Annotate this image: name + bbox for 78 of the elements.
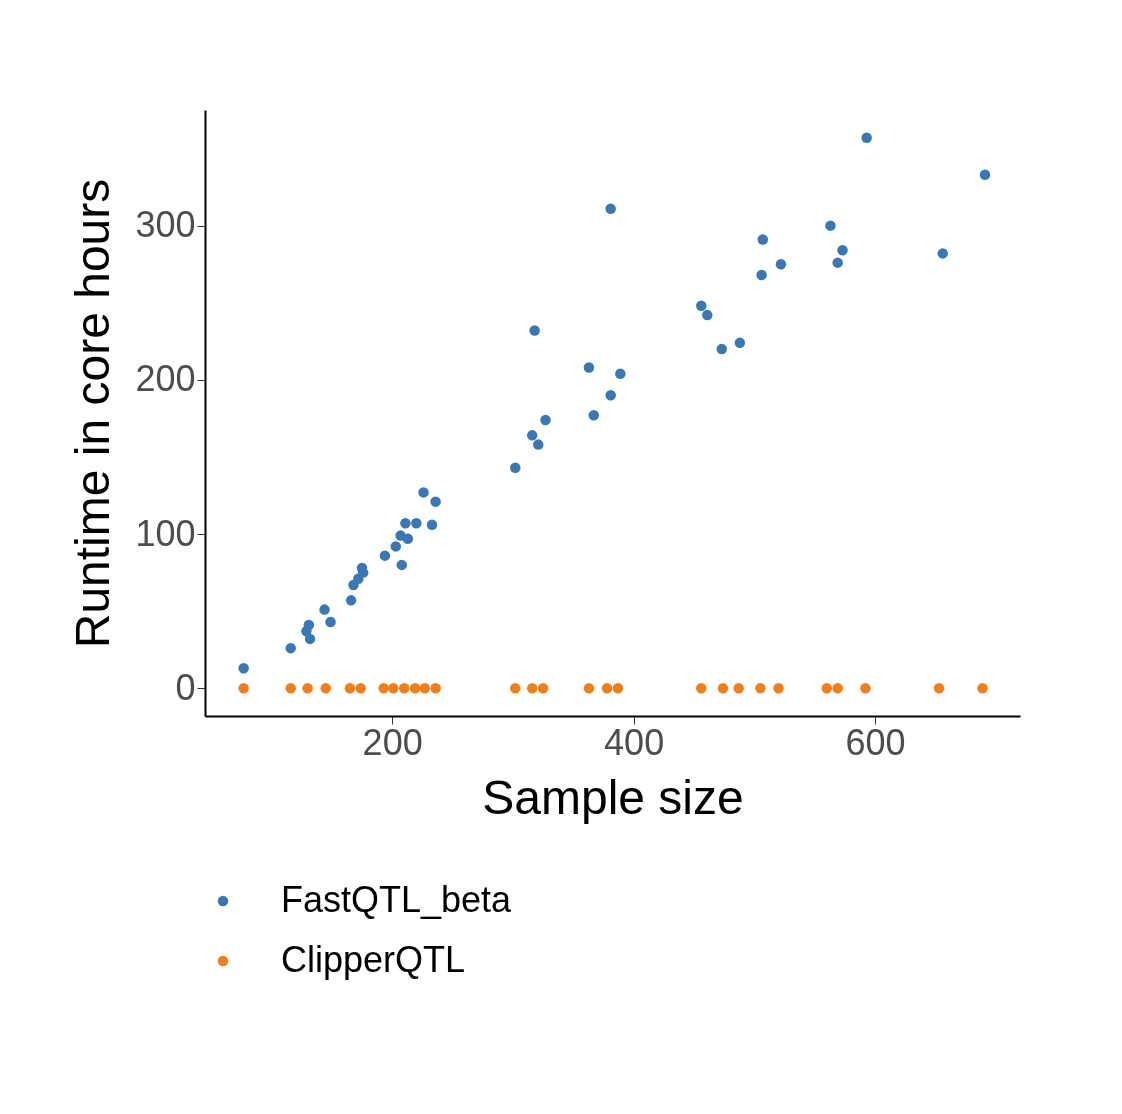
point [526, 683, 538, 694]
point [734, 337, 746, 349]
point [821, 683, 833, 694]
point [355, 683, 366, 694]
legend-label: FastQTL_beta [281, 879, 513, 920]
point [716, 343, 728, 355]
point [303, 619, 315, 631]
point [583, 362, 595, 373]
y-axis-title: Runtime in core hours [66, 178, 120, 649]
point [510, 683, 521, 694]
point [418, 487, 429, 498]
point [601, 683, 613, 694]
point [605, 390, 616, 401]
point [588, 410, 600, 421]
point [937, 248, 948, 259]
point [344, 683, 356, 694]
point [390, 541, 402, 552]
point [378, 683, 389, 694]
point [430, 496, 441, 507]
point [775, 258, 787, 270]
point [537, 683, 549, 694]
point [510, 462, 521, 473]
point [773, 683, 784, 694]
y-tick-label: 0 [175, 666, 196, 708]
point [238, 662, 249, 674]
point [860, 683, 871, 694]
x-axis-title: Sample size [482, 770, 744, 824]
point [388, 683, 399, 694]
y-tick-label: 200 [135, 358, 196, 400]
x-tick-label: 200 [362, 721, 423, 763]
y-tick-label: 300 [135, 204, 196, 246]
point [756, 269, 767, 281]
point [409, 683, 421, 694]
y-tick-label: 100 [135, 512, 196, 554]
x-tick-label: 600 [845, 721, 906, 763]
point [400, 518, 411, 529]
point [529, 325, 540, 336]
point [540, 414, 551, 426]
point [696, 683, 707, 694]
point [837, 245, 848, 256]
point [861, 132, 872, 143]
point [302, 683, 313, 694]
point [696, 300, 707, 312]
point [933, 683, 945, 694]
point [717, 683, 729, 694]
point [402, 533, 414, 544]
point [757, 234, 769, 245]
point [285, 642, 296, 654]
point [583, 683, 595, 694]
point [411, 518, 422, 529]
point [526, 430, 538, 441]
point [615, 368, 626, 379]
point [979, 169, 991, 180]
point [419, 683, 430, 694]
point [396, 559, 408, 571]
point [733, 683, 744, 694]
point [605, 203, 616, 214]
point [379, 550, 391, 561]
point [320, 683, 331, 694]
point [612, 683, 624, 694]
point [832, 257, 843, 268]
x-tick-label: 400 [604, 721, 665, 763]
point [426, 519, 438, 531]
point [977, 683, 988, 694]
point [285, 683, 296, 694]
point [832, 683, 843, 694]
point [304, 633, 316, 645]
point [755, 683, 766, 694]
point [325, 616, 336, 628]
point [319, 604, 330, 615]
point [398, 683, 410, 694]
legend-label: ClipperQTL [281, 939, 466, 980]
point [533, 439, 544, 450]
point [238, 683, 249, 694]
point [345, 595, 357, 606]
point [702, 309, 713, 321]
point [825, 220, 836, 231]
point [430, 683, 441, 694]
